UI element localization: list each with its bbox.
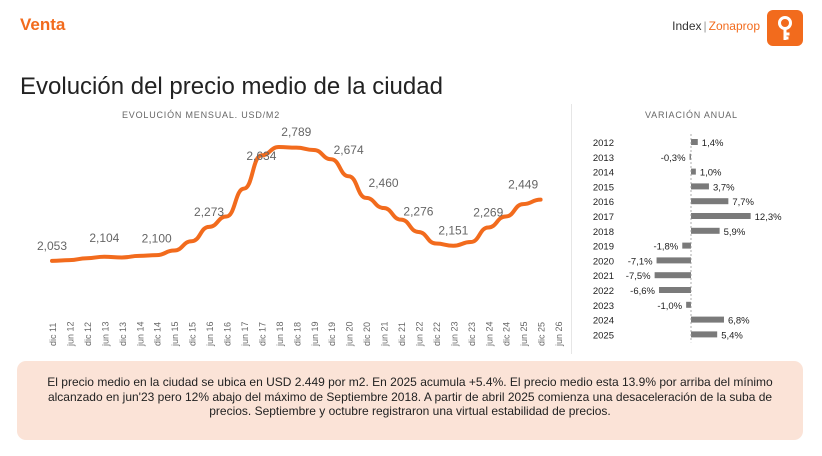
x-tick-label: jun 23 [449,321,459,347]
x-tick-label: dic 23 [467,322,477,346]
x-tick-label: dic 21 [397,322,407,346]
variation-bar [691,183,709,190]
variation-bar [691,227,720,234]
variation-bar [689,153,691,160]
x-tick-label: dic 11 [48,323,58,346]
data-label: 2,100 [142,232,172,246]
year-label: 2024 [593,316,614,327]
variation-label: 12,3% [755,212,782,223]
year-label: 2018 [593,227,614,238]
x-tick-label: jun 21 [380,321,390,347]
variation-label: -7,1% [628,256,653,267]
x-tick-label: jun 24 [484,321,494,347]
variation-bar [682,242,691,249]
data-label: 2,276 [403,204,433,218]
variation-label: 5,9% [724,227,746,238]
year-label: 2012 [593,138,614,149]
variation-bar [691,316,724,323]
year-label: 2013 [593,153,614,164]
x-tick-label: jun 17 [240,321,250,347]
x-tick-label: jun 12 [65,321,75,347]
year-label: 2020 [593,256,614,267]
x-tick-label: dic 17 [257,322,267,346]
x-tick-label: jun 16 [205,321,215,347]
year-label: 2014 [593,168,614,179]
variation-label: 7,7% [732,197,754,208]
data-label: 2,053 [37,239,67,253]
x-tick-label: jun 25 [519,321,529,347]
data-label: 2,674 [334,143,364,157]
x-tick-label: jun 26 [554,321,564,347]
data-label: 2,273 [194,205,224,219]
data-label: 2,269 [473,205,503,219]
x-tick-label: jun 20 [345,321,355,347]
data-label: 2,104 [89,231,119,245]
x-tick-label: dic 25 [537,322,547,346]
x-tick-label: dic 13 [118,322,128,346]
year-label: 2016 [593,197,614,208]
year-label: 2015 [593,182,614,193]
zonaprop-logo-icon [767,10,803,46]
variation-label: 3,7% [713,182,735,193]
variation-bar [691,168,696,175]
variation-label: -6,6% [630,286,655,297]
variation-label: -7,5% [626,271,651,282]
x-tick-label: jun 14 [135,321,145,347]
chart-divider [571,104,572,354]
variation-bar [691,139,698,145]
x-tick-label: dic 24 [502,322,512,346]
year-label: 2019 [593,242,614,253]
data-label: 2,634 [246,149,276,163]
variation-bar [654,272,691,279]
data-label: 2,789 [281,125,311,139]
data-label: 2,151 [438,224,468,238]
variation-bar [686,301,691,308]
price-line [50,145,543,263]
variation-label: 1,4% [702,138,724,149]
variation-bar [691,213,751,219]
data-label: 2,460 [369,176,399,190]
x-tick-label: dic 18 [292,322,302,346]
brand-label: Index | Zonaprop [672,19,760,33]
bar-chart-title: VARIACIÓN ANUAL [645,110,738,120]
x-tick-label: jun 18 [275,321,285,347]
variation-label: -1,0% [657,301,682,312]
x-tick-label: dic 20 [362,322,372,346]
year-label: 2022 [593,286,614,297]
page-title: Evolución del precio medio de la ciudad [20,73,443,100]
year-label: 2023 [593,301,614,312]
x-tick-label: dic 12 [83,322,93,346]
x-tick-label: jun 19 [310,321,320,347]
x-tick-label: jun 13 [100,321,110,347]
x-tick-label: dic 19 [327,322,337,346]
line-chart-title: EVOLUCIÓN MENSUAL. USD/M2 [122,110,281,120]
variation-label: -1,8% [653,242,678,253]
year-label: 2017 [593,212,614,223]
summary-note: El precio medio en la ciudad se ubica en… [17,361,803,440]
x-tick-label: dic 14 [153,322,163,346]
variation-bar [691,198,729,205]
variation-label: 5,4% [721,330,743,341]
index-text: Index [672,19,702,33]
x-tick-label: jun 22 [414,321,424,347]
x-tick-label: jun 15 [170,321,180,347]
brand-name: Zonaprop [708,19,760,33]
variation-bar [691,331,718,338]
section-title: Venta [20,15,66,34]
year-label: 2021 [593,271,614,282]
x-tick-label: dic 15 [188,322,198,346]
x-tick-label: dic 22 [432,322,442,346]
variation-bar [656,257,691,264]
variation-label: 1,0% [700,168,722,179]
variation-label: -0,3% [661,153,686,164]
data-label: 2,449 [508,178,538,192]
variation-bar [658,287,691,293]
year-label: 2025 [593,330,614,341]
variation-label: 6,8% [728,316,750,327]
x-tick-label: dic 16 [223,322,233,346]
